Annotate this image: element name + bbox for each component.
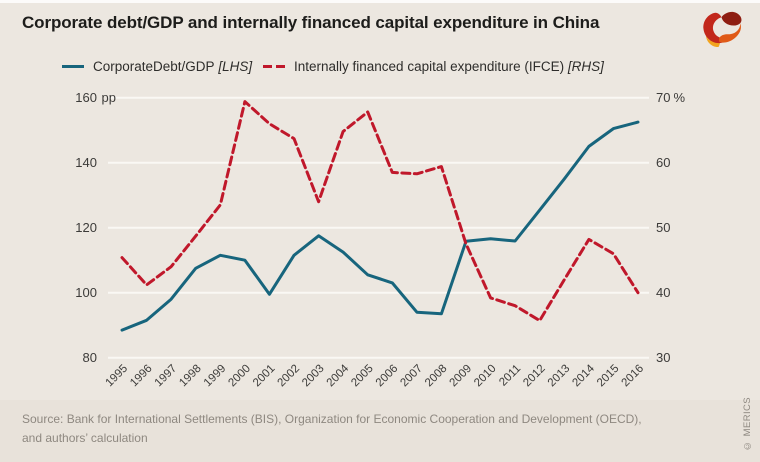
x-axis-tick-label: 1996 [128, 363, 155, 390]
right-axis-tick-label: 60 [656, 155, 670, 170]
x-axis-tick-label: 2013 [546, 363, 573, 390]
x-axis-tick-label: 2003 [300, 363, 327, 390]
x-axis-tick-label: 2014 [570, 362, 597, 389]
left-axis-tick-label: 100 [75, 285, 97, 300]
legend-item-corporate-debt-gdp: CorporateDebt/GDP [LHS] [62, 57, 252, 75]
merics-logo-orange-swoosh [718, 23, 741, 43]
x-axis-tick-label: 2015 [595, 363, 622, 390]
x-axis-tick-label: 2000 [226, 363, 253, 390]
x-axis-tick-label: 2001 [251, 363, 278, 390]
page-title: Corporate debt/GDP and internally financ… [22, 13, 600, 32]
x-axis-tick-label: 2012 [521, 363, 548, 390]
top-border [0, 0, 760, 3]
x-axis-tick-label: 2002 [276, 363, 303, 390]
x-axis-tick-label: 2010 [472, 363, 499, 390]
merics-logo-red-swoosh [703, 12, 730, 44]
x-axis-tick-label: 2004 [325, 362, 352, 389]
series-line-corporate-debt-gdp [120, 120, 640, 332]
source-note: Source: Bank for International Settlemen… [22, 412, 642, 445]
merics-logo-darkred-lobe [721, 11, 742, 26]
copyright-label: © MERICS [742, 397, 753, 451]
x-axis-tick-label: 2007 [398, 363, 425, 390]
legend-swatch-dashed-red-line [263, 64, 285, 68]
left-axis-tick-label: 160 [75, 90, 97, 105]
legend-label: Internally financed capital expenditure … [294, 58, 604, 74]
legend-item-ifce: Internally financed capital expenditure … [263, 57, 604, 75]
right-axis-tick-label: 70 [656, 90, 670, 105]
x-axis-tick-label: 1999 [202, 363, 229, 390]
left-axis-tick-label: 80 [83, 350, 97, 365]
right-axis-tick-label: 40 [656, 285, 670, 300]
merics-logo [703, 11, 742, 48]
left-axis-tick-label: 120 [75, 220, 97, 235]
x-axis-tick-label: 2011 [497, 363, 523, 389]
x-axis-tick-label: 2008 [423, 363, 450, 390]
legend-label: CorporateDebt/GDP [LHS] [93, 58, 253, 74]
x-axis-tick-label: 1997 [153, 363, 180, 390]
x-axis-tick-label: 2006 [374, 363, 401, 390]
left-axis-unit: pp [102, 90, 116, 105]
footer: Source: Bank for International Settlemen… [0, 400, 760, 462]
x-axis-tick-label: 2005 [349, 363, 376, 390]
x-axis-tick-label: 1998 [177, 363, 204, 390]
series-line-ifce [120, 100, 640, 323]
right-axis-tick-label: 50 [656, 220, 670, 235]
left-axis-tick-label: 140 [75, 155, 97, 170]
x-axis-tick-label: 1995 [104, 363, 131, 390]
x-axis-tick-label: 2009 [448, 363, 475, 390]
right-axis-unit: % [674, 90, 686, 105]
right-axis-tick-label: 30 [656, 350, 670, 365]
legend-swatch-solid-teal-line [62, 64, 84, 68]
x-axis-tick-label: 2016 [620, 363, 647, 390]
